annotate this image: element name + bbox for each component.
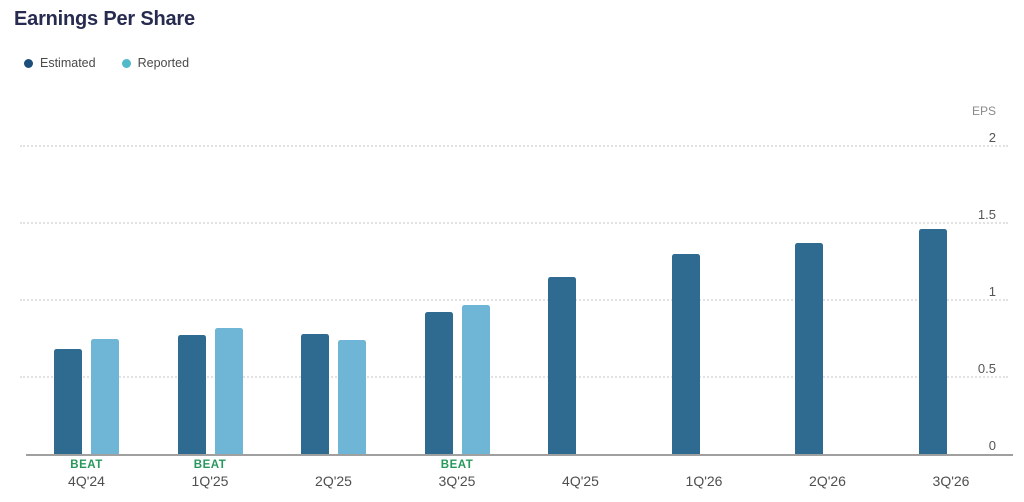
- x-axis-label-1q26: 1Q'26: [685, 473, 723, 489]
- legend-label-estimated: Estimated: [40, 56, 96, 70]
- x-axis-label-3q26: 3Q'26: [932, 473, 970, 489]
- bar-reported-1q25[interactable]: [214, 327, 243, 454]
- legend-label-reported: Reported: [137, 56, 190, 70]
- x-axis-label-4q25: 4Q'25: [562, 473, 599, 489]
- x-axis-label-2q25: 2Q'25: [315, 473, 352, 489]
- beat-badge-1q25: BEAT: [193, 459, 227, 471]
- bar-estimated-3q25[interactable]: [424, 312, 453, 454]
- x-axis-label-3q25: 3Q'25: [438, 473, 476, 489]
- y-axis-unit-label: EPS: [971, 104, 996, 118]
- bar-estimated-3q26[interactable]: [918, 229, 947, 454]
- y-axis-tick-0: 0: [988, 438, 996, 453]
- reported-swatch-icon: [121, 58, 131, 68]
- bar-estimated-4q24[interactable]: [54, 349, 82, 454]
- estimated-swatch-icon: [24, 58, 33, 68]
- bar-estimated-1q25[interactable]: [177, 335, 206, 454]
- beat-badge-4q24: BEAT: [70, 459, 103, 471]
- legend-item-estimated[interactable]: Estimated: [24, 56, 96, 70]
- bar-estimated-4q25[interactable]: [548, 276, 576, 454]
- y-axis-tick-0.5: 0.5: [977, 361, 996, 376]
- y-axis-tick-1: 1: [988, 284, 996, 299]
- x-axis-label-4q24: 4Q'24: [68, 473, 105, 489]
- beat-badge-3q25: BEAT: [440, 459, 474, 471]
- bar-estimated-2q26[interactable]: [795, 243, 823, 454]
- gridline-2: [20, 145, 1008, 147]
- bar-reported-4q24[interactable]: [91, 338, 119, 454]
- chart-title: Earnings Per Share: [14, 8, 195, 30]
- legend: Estimated Reported: [24, 56, 189, 70]
- bar-estimated-2q25[interactable]: [301, 333, 329, 454]
- gridline-1.5: [20, 222, 1008, 224]
- bar-estimated-1q26[interactable]: [671, 253, 700, 454]
- y-axis-tick-2: 2: [988, 130, 996, 145]
- bar-reported-3q25[interactable]: [461, 304, 490, 454]
- x-axis-baseline: [26, 454, 1013, 456]
- x-axis-label-1q25: 1Q'25: [191, 473, 229, 489]
- gridline-0.5: [20, 376, 1008, 378]
- x-axis-label-2q26: 2Q'26: [809, 473, 846, 489]
- legend-item-reported[interactable]: Reported: [121, 56, 190, 70]
- y-axis-tick-1.5: 1.5: [977, 207, 996, 222]
- gridline-1: [20, 299, 1008, 301]
- bar-reported-2q25[interactable]: [338, 340, 366, 454]
